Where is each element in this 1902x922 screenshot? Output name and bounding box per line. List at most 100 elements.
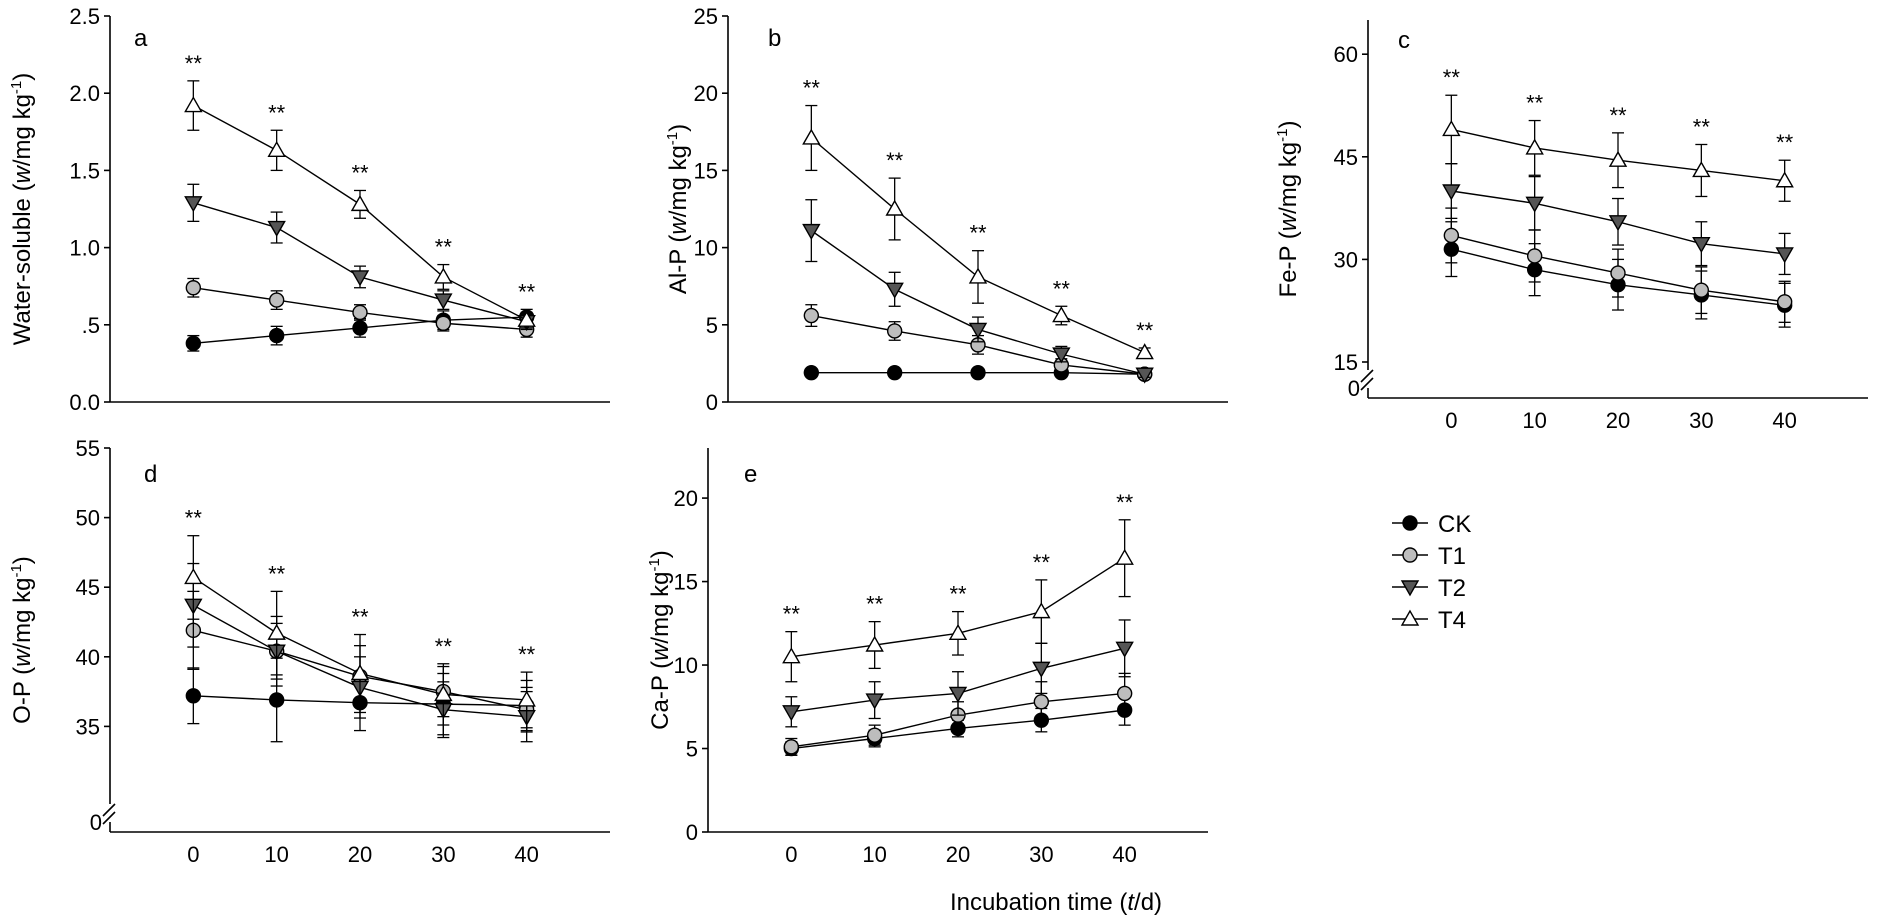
data-point-t4 [1032,602,1051,619]
data-point-t1 [783,739,800,755]
data-point-t2 [1052,347,1071,364]
legend-item-t1: T1 [1392,543,1466,570]
y-label-exponent: -1 [8,564,25,577]
data-point-t4 [1608,150,1628,167]
series-line-t2 [193,202,527,323]
data-point-t1 [803,307,820,324]
x-label-var: t [1127,889,1135,916]
legend-marker [1400,609,1420,626]
significance-label: ** [866,592,884,617]
data-point-t4 [267,140,286,158]
y-tick-label: 0 [706,390,718,415]
data-point-t2 [184,196,203,213]
y-label-var: w [1275,212,1302,231]
x-tick-label: 10 [264,842,288,867]
series-t4 [1442,94,1794,202]
data-point-t2 [948,686,968,703]
data-point-ck [185,688,202,704]
y-label-unit: /mg kg [647,572,674,644]
data-point-t4 [350,194,370,212]
significance-label: ** [518,279,536,304]
significance-label: ** [1526,91,1544,116]
y-axis-label: Fe-P (w/mg kg-1) [1274,121,1302,298]
y-break-label: 0 [1348,376,1360,401]
data-point-t2 [1032,661,1051,678]
panel-letter: a [134,25,148,52]
series-t2 [802,199,1154,384]
y-tick-label: 45 [76,575,100,600]
panel-letter: d [144,461,157,488]
data-point-t4 [350,664,370,681]
significance-label: ** [1033,550,1051,575]
legend-marker [1402,547,1418,563]
y-label-close: ) [647,550,674,558]
data-point-t2 [782,705,801,722]
y-label-exponent: -1 [646,558,663,571]
series-t1 [803,304,1153,382]
x-tick-label: 30 [1689,408,1713,433]
y-label-close: ) [665,124,692,132]
data-point-t4 [782,647,801,664]
significance-label: ** [1053,276,1071,301]
data-point-ck [886,364,903,381]
y-tick-label: 35 [76,714,100,739]
panel-letter: c [1398,27,1410,54]
legend-item-t2: T2 [1392,575,1466,602]
significance-label: ** [268,561,286,586]
legend-item-t4: T4 [1392,607,1466,634]
data-point-t4 [1692,161,1711,178]
y-tick-label: 5 [686,737,698,762]
significance-label: ** [351,160,369,185]
x-tick-label: 30 [1029,842,1053,867]
data-point-t4 [184,568,203,585]
y-tick-label: 1.5 [69,158,100,183]
x-tick-label: 40 [1112,842,1136,867]
significance-label: ** [185,51,203,76]
x-tick-label: 10 [1522,408,1546,433]
y-tick-label: 0 [686,820,698,845]
data-point-t4 [1442,120,1461,137]
significance-label: ** [435,634,453,659]
data-point-t4 [968,267,988,284]
axis-break-mark [102,811,116,825]
y-label-var: w [647,642,674,661]
y-tick-label: 40 [76,645,100,670]
data-point-t1 [1116,685,1133,702]
data-point-t2 [350,270,370,287]
series-t4 [184,80,536,329]
data-point-t2 [267,220,286,237]
x-label-unit: /d) [1134,889,1162,916]
significance-label: ** [783,602,801,627]
data-point-t2 [885,282,904,299]
data-point-t2 [1115,641,1134,658]
series-t1 [185,277,535,338]
y-label-text: Ca-P ( [647,661,674,730]
y-label-text: Fe-P ( [1275,231,1302,297]
data-point-t1 [1776,294,1793,310]
y-label-exponent: -1 [1274,129,1291,142]
data-point-t2 [802,223,821,241]
chart-panel-b: 0 5 10 15 20 25 Al-P (w/mg kg-1) b ** ** ** ** ** [664,4,1228,415]
y-tick-label: 20 [694,81,718,106]
y-label-close: ) [9,73,36,81]
y-tick-label: 1.0 [69,236,100,261]
y-axis-label: Ca-P (w/mg kg-1) [646,550,674,730]
data-point-t1 [352,304,368,321]
y-tick-label: 60 [1334,42,1358,67]
axis-break-mark [1360,369,1374,383]
legend: CK T1 T2 T4 [1392,511,1471,634]
y-tick-label: 10 [694,236,718,261]
legend-label: CK [1438,511,1471,538]
legend-marker [1402,515,1418,531]
y-label-close: ) [9,556,36,564]
significance-label: ** [1609,103,1627,128]
y-tick-label: 2.5 [69,4,100,29]
series-ck [803,364,1153,382]
significance-label: ** [1136,318,1154,343]
axis-break-mark [102,803,116,817]
y-tick-label: 45 [1334,145,1358,170]
y-label-exponent: -1 [8,81,25,94]
data-point-t4 [1775,171,1794,188]
